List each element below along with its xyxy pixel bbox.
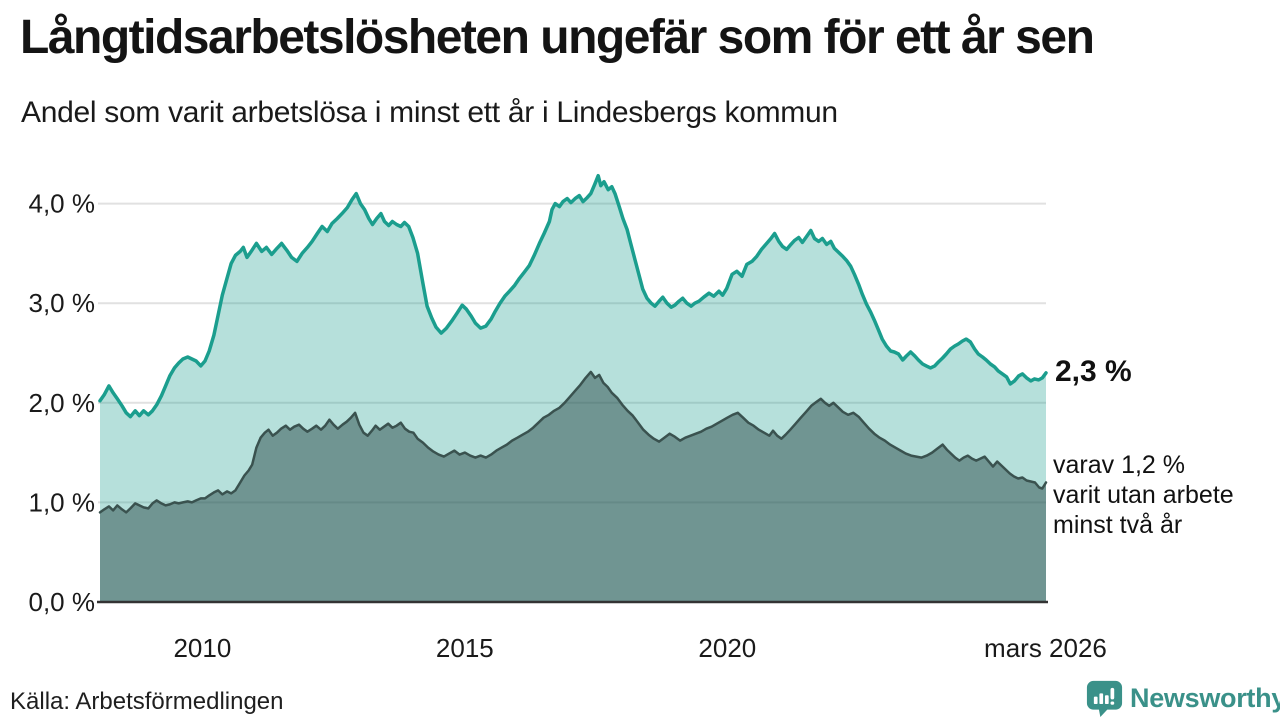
y-tick-label: 1,0 % [29, 487, 96, 517]
y-tick-label: 3,0 % [29, 288, 96, 318]
line-min-two-years [98, 370, 1048, 514]
page-subtitle: Andel som varit arbetslösa i minst ett å… [21, 96, 838, 129]
x-tick-label: mars 2026 [984, 633, 1107, 663]
y-tick-label: 2,0 % [29, 388, 96, 418]
line-min-one-year [98, 173, 1048, 419]
newsworthy-icon [1086, 680, 1123, 717]
source-caption: Källa: Arbetsförmedlingen [10, 688, 284, 715]
x-tick-label: 2020 [698, 633, 756, 663]
x-tick-label: 2015 [436, 633, 494, 663]
y-tick-label: 0,0 % [29, 587, 96, 617]
newsworthy-wordmark: Newsworthy [1130, 683, 1280, 713]
latest-value-label: 2,3 % [1055, 355, 1132, 388]
secondary-value-label: varav 1,2 % varit utan arbete minst två … [1053, 451, 1234, 539]
area-min-two-years [100, 371, 1046, 602]
y-tick-label: 4,0 % [29, 189, 96, 219]
newsworthy-logo: Newsworthy [1086, 680, 1280, 717]
page-title: Långtidsarbetslösheten ungefär som för e… [20, 11, 1095, 64]
x-tick-label: 2010 [173, 633, 231, 663]
area-min-one-year [100, 175, 1046, 602]
